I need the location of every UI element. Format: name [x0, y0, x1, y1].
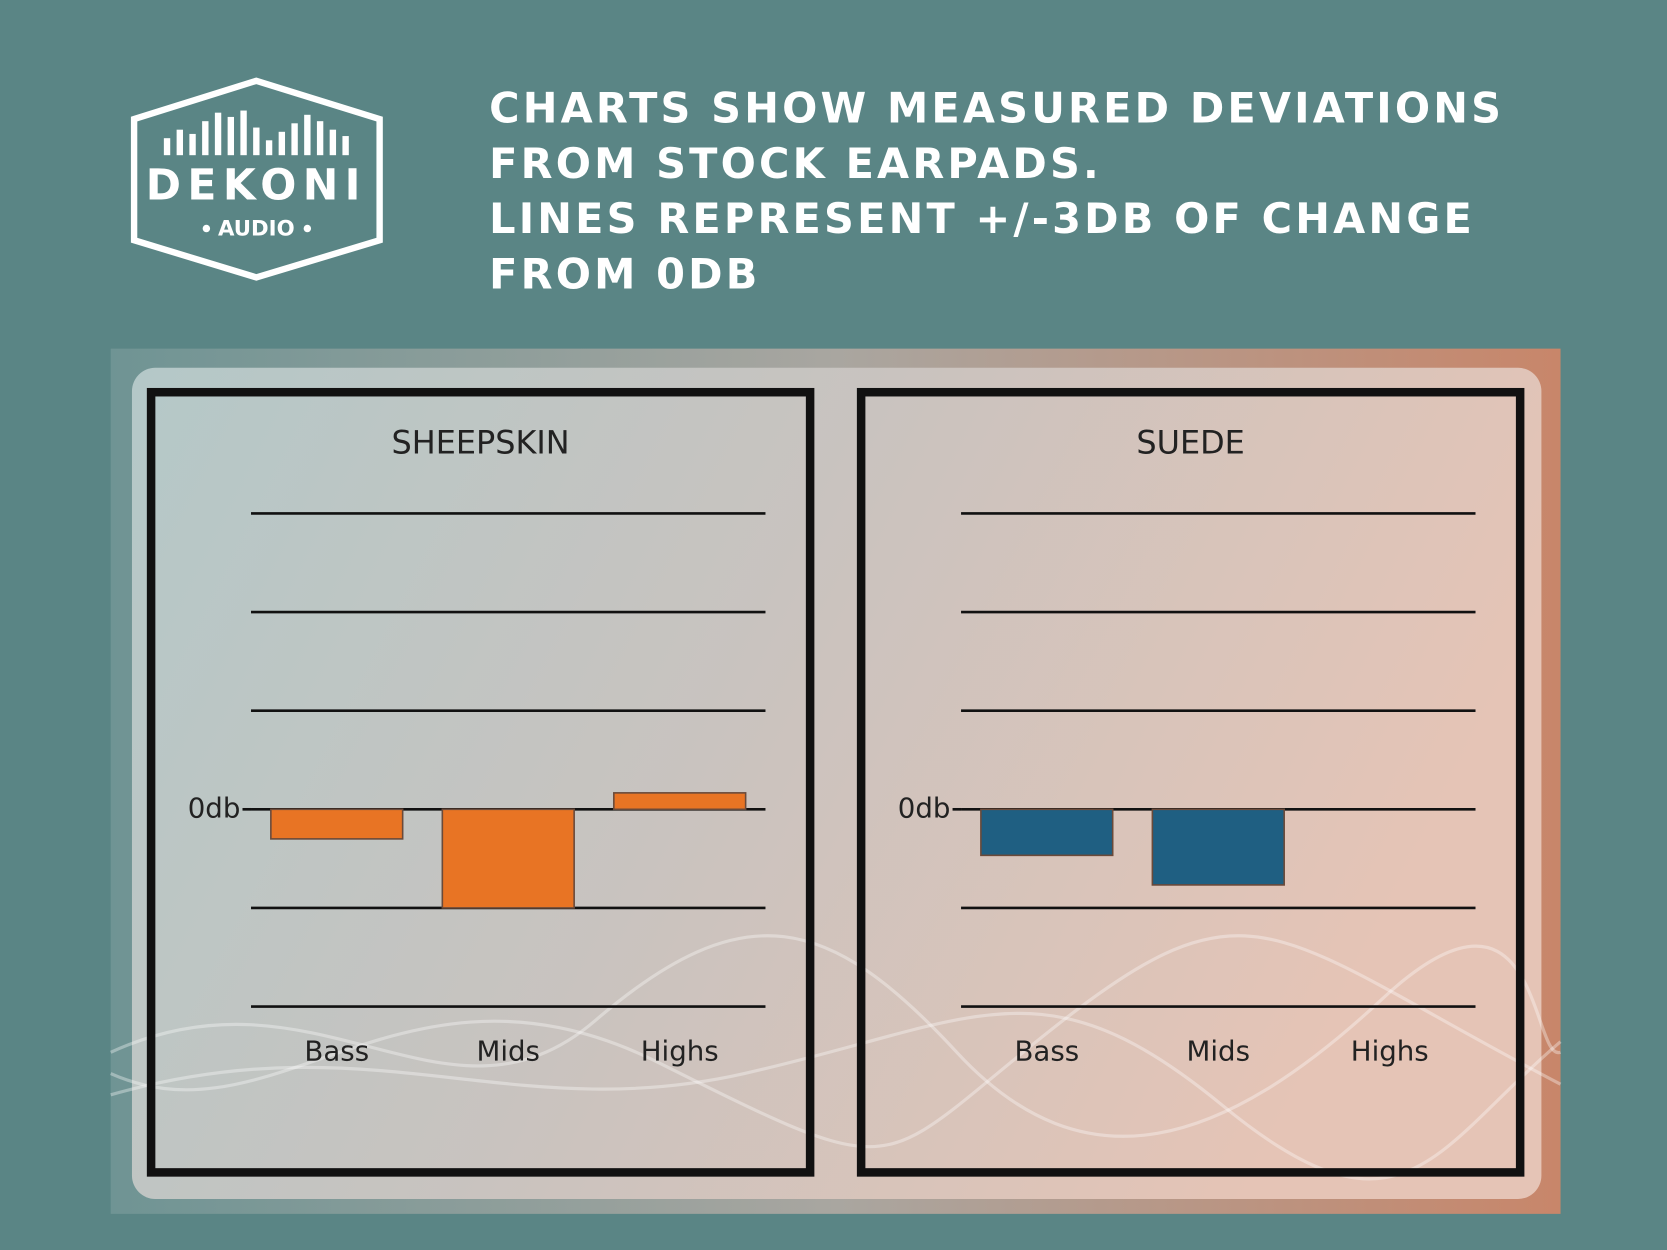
logo: DEKONI AUDIO	[130, 77, 383, 281]
bar	[613, 792, 747, 811]
x-tick-label: Highs	[641, 1034, 719, 1067]
logo-dot	[202, 224, 211, 233]
bar	[980, 808, 1114, 857]
bar	[441, 808, 575, 909]
chart-frame	[856, 387, 1525, 1177]
y-tick-label: 0db	[188, 791, 241, 824]
x-tick-label: Highs	[1351, 1034, 1429, 1067]
chart-title: SUEDE	[1136, 423, 1244, 461]
bar	[1151, 808, 1285, 886]
chart-title: SHEEPSKIN	[392, 423, 570, 461]
headline: FROM STOCK EARPADS.	[489, 140, 1102, 188]
y-tick-label: 0db	[898, 791, 951, 824]
x-tick-label: Bass	[1014, 1034, 1079, 1067]
logo-hexagon	[130, 77, 383, 281]
x-tick-label: Bass	[304, 1034, 369, 1067]
logo-bars	[163, 110, 349, 156]
logo-sub: AUDIO	[218, 217, 295, 242]
panel	[131, 367, 1542, 1199]
logo-dot	[303, 224, 312, 233]
x-tick-label: Mids	[1187, 1034, 1250, 1067]
logo-name: DEKONI	[146, 162, 367, 211]
bar	[270, 808, 404, 840]
headline: CHARTS SHOW MEASURED DEVIATIONS	[489, 85, 1504, 133]
headline: FROM 0DB	[489, 250, 760, 298]
x-tick-label: Mids	[477, 1034, 540, 1067]
headline: LINES REPRESENT +/-3DB OF CHANGE	[489, 195, 1475, 243]
chart-frame	[146, 387, 815, 1177]
